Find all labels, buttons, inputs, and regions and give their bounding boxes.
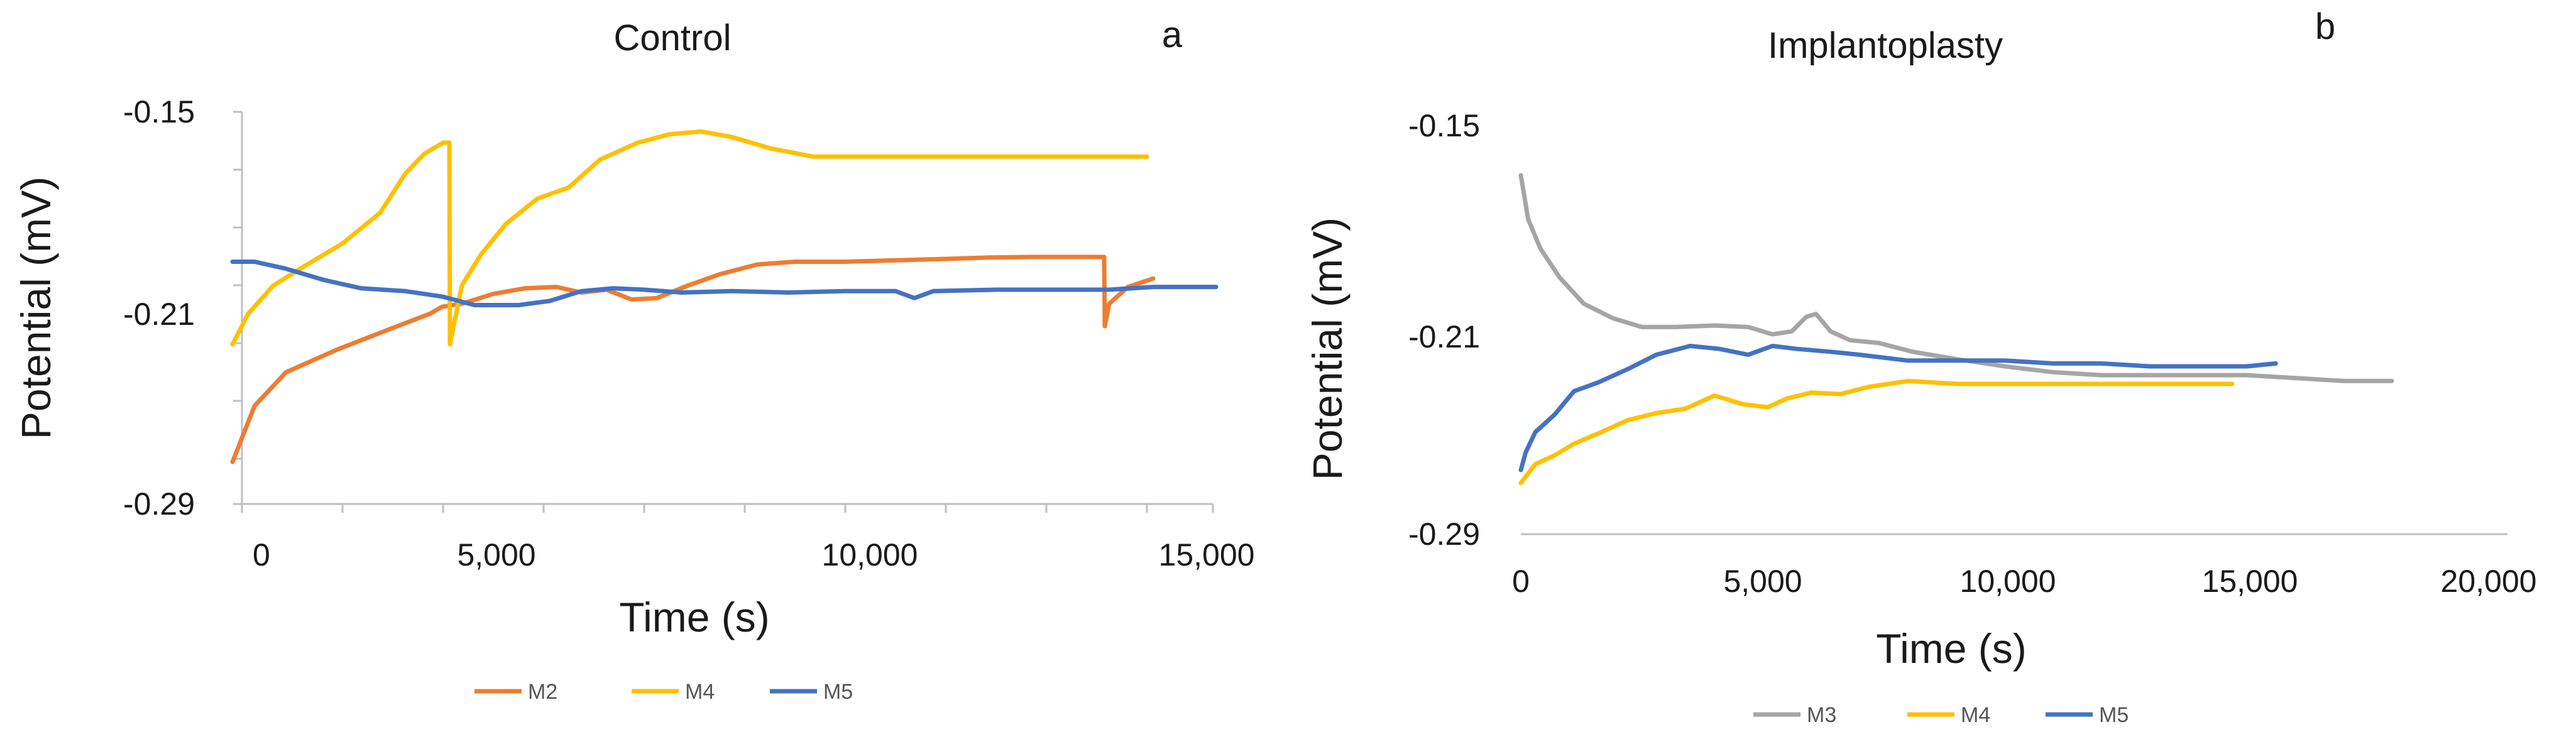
legend-label: M4 — [685, 680, 715, 704]
x-tick-label: 15,000 — [1159, 537, 1255, 572]
tick-marks — [233, 111, 1214, 513]
series-line-m3 — [1518, 173, 2394, 383]
x-tick-label: 5,000 — [1723, 564, 1802, 599]
series-line-m2 — [230, 255, 1156, 464]
chart-title: Implantoplasty — [1768, 25, 2003, 66]
y-axis-title: Potential (mV) — [1304, 217, 1351, 480]
chart-title: Control — [614, 18, 732, 58]
legend-label: M5 — [823, 680, 853, 704]
x-tick-label: 10,000 — [822, 537, 918, 572]
x-tick-label: 20,000 — [2441, 564, 2537, 599]
legend-label: M2 — [528, 680, 557, 704]
y-tick-label: -0.29 — [123, 486, 195, 522]
x-axis-title: Time (s) — [1876, 625, 2027, 672]
series-lines — [230, 129, 1219, 464]
chart-panel-control: Control a -0.15 -0.21 -0.29 0 5,000 10,000 15… — [13, 14, 1254, 704]
series-line-m4 — [1518, 378, 2235, 486]
x-tick-label: 5,000 — [457, 537, 535, 572]
legend-label: M4 — [1961, 703, 1990, 727]
x-tick-label: 0 — [253, 537, 270, 572]
legend-label: M3 — [1807, 703, 1836, 727]
x-tick-label: 15,000 — [2202, 564, 2298, 599]
x-tick-labels: 0 5,000 10,000 15,000 — [253, 537, 1254, 572]
series-line-m5 — [230, 260, 1219, 307]
y-axis-title: Potential (mV) — [13, 177, 59, 439]
y-tick-labels: -0.15 -0.21 -0.29 — [123, 94, 195, 522]
panel-letter: a — [1162, 14, 1183, 55]
series-line-m5 — [1518, 344, 2278, 473]
x-tick-label: 0 — [1512, 564, 1530, 599]
y-tick-label: -0.15 — [123, 94, 195, 129]
chart-panel-implantoplasty: Implantoplasty b -0.15 -0.21 -0.29 0 5,000 1… — [1304, 6, 2536, 727]
series-lines — [1518, 173, 2394, 486]
x-axis-title: Time (s) — [619, 594, 770, 640]
panel-letter: b — [2315, 6, 2335, 47]
x-tick-labels: 0 5,000 10,000 15,000 20,000 — [1512, 564, 2536, 599]
chart-legend: M3 M4 M5 — [1753, 703, 2129, 727]
legend-label: M5 — [2099, 703, 2129, 727]
chart-legend: M2 M4 M5 — [474, 680, 853, 704]
y-tick-label: -0.29 — [1408, 517, 1480, 552]
y-tick-labels: -0.15 -0.21 -0.29 — [1408, 108, 1480, 552]
y-tick-label: -0.15 — [1408, 108, 1480, 143]
y-tick-label: -0.21 — [123, 297, 195, 332]
series-line-m4 — [230, 129, 1149, 347]
y-tick-label: -0.21 — [1408, 319, 1480, 354]
x-tick-label: 10,000 — [1960, 564, 2056, 599]
